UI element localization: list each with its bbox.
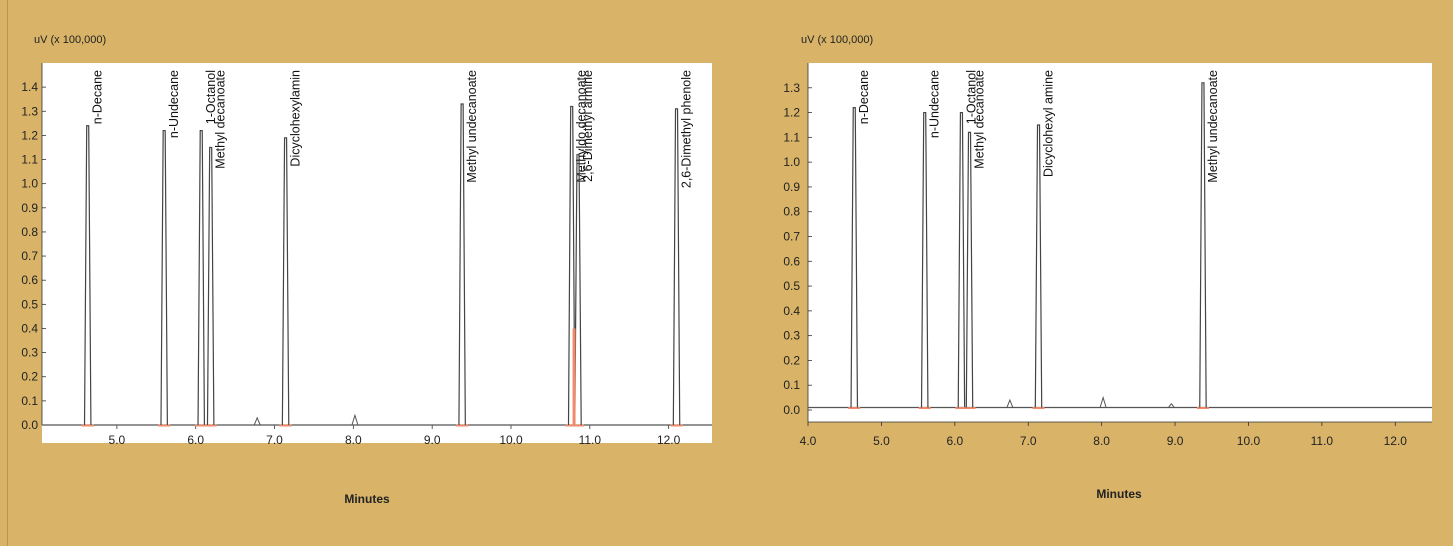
left-peak: [567, 105, 576, 426]
right-x-tick-label: 4.0: [800, 434, 817, 448]
right-peak-label: n-Undecane: [928, 70, 942, 138]
right-x-tick-label: 6.0: [946, 434, 963, 448]
right-y-tick-label: 0.5: [783, 279, 800, 293]
left-x-tick-label: 12.0: [657, 433, 681, 447]
left-peak: [160, 129, 168, 426]
left-peak-label: 2,6-Dimethyl armine: [581, 70, 595, 182]
right-peak: [850, 107, 859, 408]
right-x-tick-label: 5.0: [873, 434, 890, 448]
right-peak: [1034, 124, 1043, 408]
right-y-tick-label: 0.1: [783, 378, 800, 392]
right-y-tick-label: 1.1: [783, 130, 800, 144]
left-x-tick-label: 9.0: [424, 433, 441, 447]
left-peak-label: n-Undecane: [167, 70, 181, 138]
left-peak: [574, 154, 582, 426]
left-x-tick-label: 8.0: [345, 433, 362, 447]
left-x-axis-label: Minutes: [344, 492, 390, 506]
right-y-tick-label: 0.6: [783, 254, 800, 268]
right-y-tick-label: 0.9: [783, 180, 800, 194]
right-y-tick-label: 0.4: [783, 304, 800, 318]
right-x-tick-label: 11.0: [1311, 434, 1334, 448]
right-x-tick-label: 8.0: [1093, 434, 1110, 448]
left-minor-peak: [253, 416, 261, 426]
right-peak: [920, 111, 929, 408]
left-peak: [281, 137, 290, 426]
right-y-unit-label: uV (x 100,000): [801, 34, 873, 46]
left-minor-peak: [351, 413, 359, 426]
right-minor-peak: [1168, 403, 1175, 408]
left-peak-label: n-Decane: [91, 70, 105, 124]
left-peak: [672, 108, 681, 426]
left-peak: [458, 103, 466, 426]
right-peak-label: n-Decane: [857, 70, 871, 124]
right-y-tick-label: 0.7: [783, 230, 800, 244]
right-y-tick-label: 0.8: [783, 205, 800, 219]
left-x-tick-label: 6.0: [187, 433, 204, 447]
left-y-tick-label: 0.9: [21, 201, 38, 215]
right-peak-label: Dicyclohexyl amine: [1042, 70, 1056, 177]
right-x-tick-label: 12.0: [1384, 434, 1408, 448]
left-x-tick-label: 10.0: [499, 433, 523, 447]
left-y-tick-label: 0.5: [21, 297, 38, 311]
left-peak-label: Dicyclohexylamin: [289, 70, 303, 167]
left-border: [0, 0, 8, 546]
right-x-tick-label: 10.0: [1237, 434, 1261, 448]
right-peak-label: 1-Octanol: [964, 70, 978, 124]
left-y-tick-label: 0.4: [21, 321, 38, 335]
left-y-unit-label: uV (x 100,000): [34, 34, 106, 46]
left-y-tick-label: 1.1: [21, 153, 38, 167]
left-y-tick-label: 0.1: [21, 394, 38, 408]
left-y-tick-label: 1.0: [21, 177, 38, 191]
left-overlap-marker: [572, 328, 576, 425]
right-minor-peak: [1006, 398, 1014, 408]
left-y-tick-label: 1.2: [21, 128, 38, 142]
right-peak: [957, 111, 966, 408]
left-y-tick-label: 0.6: [21, 273, 38, 287]
left-peak: [197, 129, 206, 426]
right-y-tick-label: 1.3: [783, 81, 800, 95]
right-plot-area: [808, 63, 1432, 422]
right-peak-label: Methyl undecanoate: [1206, 70, 1220, 183]
right-peak-label: Methyl decanoate: [973, 70, 987, 169]
left-peak: [83, 125, 92, 426]
left-peak-label: 1-Octanol: [204, 70, 218, 124]
right-y-tick-label: 1.2: [783, 106, 800, 120]
left-y-tick-label: 0.7: [21, 249, 38, 263]
right-peak: [965, 131, 974, 408]
left-peak-label: Methyl undecanoate: [465, 70, 479, 183]
left-x-tick-label: 7.0: [266, 433, 283, 447]
left-y-tick-label: 0.2: [21, 370, 38, 384]
right-x-tick-label: 7.0: [1020, 434, 1037, 448]
left-y-tick-label: 0.3: [21, 346, 38, 360]
left-x-tick-label: 5.0: [109, 433, 126, 447]
left-plot-area: [42, 63, 712, 443]
left-x-tick-label: 11.0: [579, 433, 602, 447]
left-y-tick-label: 0.0: [21, 418, 38, 432]
left-peak-label: 2,6-Dimethyl phenole: [680, 70, 694, 188]
right-y-tick-label: 1.0: [783, 155, 800, 169]
left-peak-label: Methyl decanoate: [214, 70, 228, 169]
left-y-tick-label: 1.4: [21, 80, 38, 94]
right-peak: [1199, 82, 1207, 408]
right-x-tick-label: 9.0: [1167, 434, 1184, 448]
right-minor-peak: [1099, 395, 1107, 408]
right-y-tick-label: 0.3: [783, 329, 800, 343]
right-x-axis-label: Minutes: [1096, 487, 1142, 501]
right-y-tick-label: 0.0: [783, 403, 800, 417]
left-y-tick-label: 0.8: [21, 225, 38, 239]
right-y-tick-label: 0.2: [783, 353, 800, 367]
left-y-tick-label: 1.3: [21, 104, 38, 118]
left-peak: [206, 146, 215, 426]
